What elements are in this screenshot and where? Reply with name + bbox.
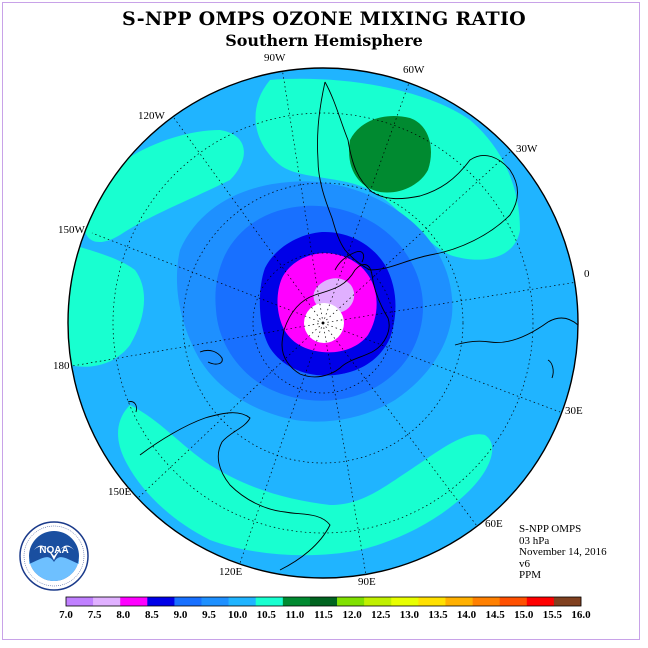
colorbar-tick-label: 15.5 (543, 609, 563, 621)
colorbar-outline (65, 596, 582, 607)
info-units: PPM (519, 569, 542, 581)
lon-label-30w: 30W (516, 143, 538, 155)
colorbar-swatch (364, 597, 392, 606)
colorbar-tick-label: 13.5 (428, 609, 448, 621)
colorbar-tick-label: 12.5 (371, 609, 391, 621)
info-level: 03 hPa (519, 534, 550, 547)
lon-label-30e: 30E (565, 405, 583, 417)
map-title: S-NPP OMPS OZONE MIXING RATIO (121, 8, 527, 30)
colorbar-tick-label: 10.5 (257, 609, 277, 621)
noaa-logo: NOAA (19, 521, 89, 591)
colorbar-tick-label: 15.0 (514, 609, 534, 621)
lon-label-90w: 90W (264, 52, 286, 64)
colorbar-tick-label: 14.0 (457, 609, 477, 621)
colorbar-tick-label: 14.5 (486, 609, 506, 621)
ozone-contour-field (68, 68, 578, 578)
colorbar-swatch (255, 597, 284, 606)
lon-label-60w: 60W (403, 64, 425, 76)
colorbar-tick-label: 9.0 (174, 609, 188, 621)
colorbar-swatch (391, 597, 419, 606)
colorbar-tick-label: 10.0 (228, 609, 248, 621)
info-block: S-NPP OMPS 03 hPa November 14, 2016 v6 P… (519, 523, 607, 582)
colorbar-swatch (147, 597, 175, 606)
colorbar: 7.0 7.5 8.0 8.5 9.0 9.5 10.0 10.5 11.0 11.5 12.0 12… (59, 596, 591, 621)
colorbar-tick-label: 7.0 (59, 609, 73, 621)
info-date: November 14, 2016 (519, 546, 607, 558)
image-frame (2, 2, 640, 640)
colorbar-swatch (201, 597, 229, 606)
lon-label-120w: 120W (138, 110, 165, 122)
colorbar-swatch (228, 597, 257, 606)
coastlines (127, 81, 578, 571)
colorbar-tick-label: 7.5 (88, 609, 102, 621)
graticule (71, 68, 578, 576)
colorbar-swatch (66, 597, 94, 606)
map-boundary (67, 67, 579, 579)
lon-label-180: 180 (53, 360, 70, 372)
colorbar-swatch (553, 597, 582, 606)
colorbar-swatch (120, 597, 148, 606)
colorbar-swatch (526, 597, 555, 606)
colorbar-swatch (445, 597, 473, 606)
info-version: v6 (519, 557, 530, 570)
lon-label-120e: 120E (219, 566, 243, 578)
colorbar-tick-label: 8.5 (145, 609, 159, 621)
info-instrument: S-NPP OMPS (519, 523, 582, 535)
lon-label-60e: 60E (485, 518, 503, 530)
colorbar-swatch (309, 597, 338, 606)
lon-label-150w: 150W (58, 224, 85, 236)
lon-label-150e: 150E (108, 486, 132, 498)
colorbar-tick-label: 8.0 (116, 609, 130, 621)
colorbar-tick-label: 9.5 (202, 609, 216, 621)
colorbar-swatch (337, 597, 365, 606)
colorbar-tick-label: 16.0 (571, 609, 591, 621)
map-subtitle: Southern Hemisphere (225, 31, 423, 50)
colorbar-tick-label: 11.5 (314, 609, 333, 621)
noaa-logo-text: NOAA (39, 545, 68, 556)
colorbar-swatch (499, 597, 528, 606)
colorbar-tick-label: 12.0 (342, 609, 362, 621)
lon-label-0: 0 (584, 268, 590, 280)
colorbar-tick-label: 11.0 (286, 609, 305, 621)
colorbar-swatch (472, 597, 500, 606)
lon-label-90e: 90E (358, 576, 376, 588)
colorbar-swatch (174, 597, 202, 606)
colorbar-swatch (418, 597, 446, 606)
colorbar-swatch (282, 597, 311, 606)
colorbar-tick-label: 13.0 (400, 609, 420, 621)
colorbar-swatch (93, 597, 121, 606)
